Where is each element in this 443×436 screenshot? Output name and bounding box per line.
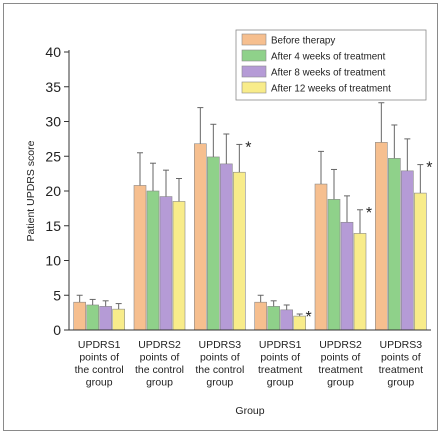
legend-label: After 4 weeks of treatment xyxy=(271,52,386,63)
bar xyxy=(280,309,293,331)
significance-marker: * xyxy=(426,160,432,177)
x-tick-label-line: treatment xyxy=(258,364,302,376)
y-axis-title: Patient UPDRS score xyxy=(25,140,37,241)
bar xyxy=(414,192,427,331)
x-tick-label-line: UPDRS1 xyxy=(259,339,302,351)
x-tick-label-line: points of xyxy=(260,352,300,364)
legend-label: Before therapy xyxy=(271,36,335,47)
x-tick-label: UPDRS1 points of the control group xyxy=(75,339,124,389)
bar xyxy=(233,171,246,331)
y-axis: 0 5 10 15 20 25 30 35 40 xyxy=(45,44,70,338)
legend-swatch xyxy=(241,65,267,78)
x-tick-label-line: the control xyxy=(195,364,244,376)
x-tick-label-line: UPDRS2 xyxy=(138,339,181,351)
x-tick-label: UPDRS3 points of the control group xyxy=(195,339,244,389)
bar xyxy=(375,142,388,331)
legend-box xyxy=(235,29,427,101)
x-tick-label-line: UPDRS3 xyxy=(199,339,242,351)
y-tick-label: 0 xyxy=(53,322,61,338)
x-tick-label-line: UPDRS1 xyxy=(78,339,121,351)
bar xyxy=(172,201,186,331)
x-tick-label-line: points of xyxy=(321,352,361,364)
bar xyxy=(146,190,160,331)
figure-frame: 0 5 10 15 20 25 30 35 40 * * * * UPDRS1 points of the… xyxy=(3,3,438,431)
bar xyxy=(133,185,147,331)
y-tick-label: 30 xyxy=(45,114,61,130)
x-tick-label-line: group xyxy=(206,377,233,389)
legend-swatch xyxy=(241,81,267,94)
bar xyxy=(401,170,414,331)
x-tick-label-line: points of xyxy=(79,352,119,364)
bar xyxy=(159,196,173,331)
y-tick-label: 10 xyxy=(45,253,61,269)
bar xyxy=(314,183,328,331)
bar xyxy=(73,301,86,331)
x-tick-label-line: points of xyxy=(140,352,180,364)
x-tick-label-line: treatment xyxy=(379,364,423,376)
bar xyxy=(86,304,99,331)
bar xyxy=(99,306,112,331)
legend-swatch xyxy=(241,33,267,46)
x-tick-label-line: group xyxy=(267,377,294,389)
bar xyxy=(207,156,220,331)
y-tick-label: 5 xyxy=(53,287,61,303)
x-tick-label-line: group xyxy=(327,377,354,389)
legend-swatch xyxy=(241,49,267,62)
x-tick-label-line: group xyxy=(146,377,173,389)
y-tick-label: 40 xyxy=(45,44,61,60)
x-tick-label-line: the control xyxy=(75,364,124,376)
bar xyxy=(220,163,233,331)
x-tick-label-line: UPDRS3 xyxy=(380,339,423,351)
bar xyxy=(327,199,341,331)
significance-marker: * xyxy=(366,205,372,222)
x-tick-label-line: treatment xyxy=(318,364,362,376)
y-tick-label: 35 xyxy=(45,79,61,95)
significance-marker: * xyxy=(306,309,312,326)
bar xyxy=(254,301,267,331)
x-tick-label-line: points of xyxy=(200,352,240,364)
bars: * * * * xyxy=(73,102,432,331)
bar xyxy=(340,221,354,331)
bar xyxy=(194,143,207,331)
bar xyxy=(388,158,401,331)
bar xyxy=(112,308,125,331)
x-tick-label-line: the control xyxy=(135,364,184,376)
x-tick-label: UPDRS1 points of treatment group xyxy=(258,339,302,389)
legend: Before therapy After 4 weeks of treatment… xyxy=(235,29,427,101)
x-tick-label-line: group xyxy=(86,377,113,389)
x-tick-label: UPDRS2 points of the control group xyxy=(135,339,184,389)
bar xyxy=(353,233,367,331)
y-tick-label: 25 xyxy=(45,148,61,164)
x-tick-label-line: points of xyxy=(381,352,421,364)
x-axis-title: Group xyxy=(235,405,264,417)
bar xyxy=(267,306,280,331)
significance-marker: * xyxy=(245,139,251,156)
legend-label: After 12 weeks of treatment xyxy=(271,84,391,95)
x-tick-label-line: group xyxy=(387,377,414,389)
y-tick-label: 15 xyxy=(45,218,61,234)
bar xyxy=(293,315,306,331)
x-tick-label: UPDRS3 points of treatment group xyxy=(379,339,423,389)
legend-label: After 8 weeks of treatment xyxy=(271,68,386,79)
y-tick-label: 20 xyxy=(45,183,61,199)
x-tick-label: UPDRS2 points of treatment group xyxy=(318,339,362,389)
x-tick-label-line: UPDRS2 xyxy=(319,339,362,351)
